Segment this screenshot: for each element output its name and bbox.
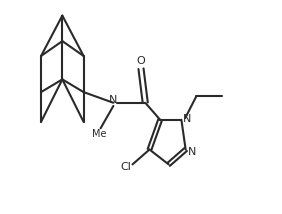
Text: N: N bbox=[109, 95, 118, 105]
Text: Me: Me bbox=[92, 129, 107, 139]
Text: O: O bbox=[136, 56, 146, 66]
Text: Cl: Cl bbox=[121, 162, 132, 172]
Text: N: N bbox=[188, 147, 196, 157]
Text: N: N bbox=[182, 114, 191, 124]
